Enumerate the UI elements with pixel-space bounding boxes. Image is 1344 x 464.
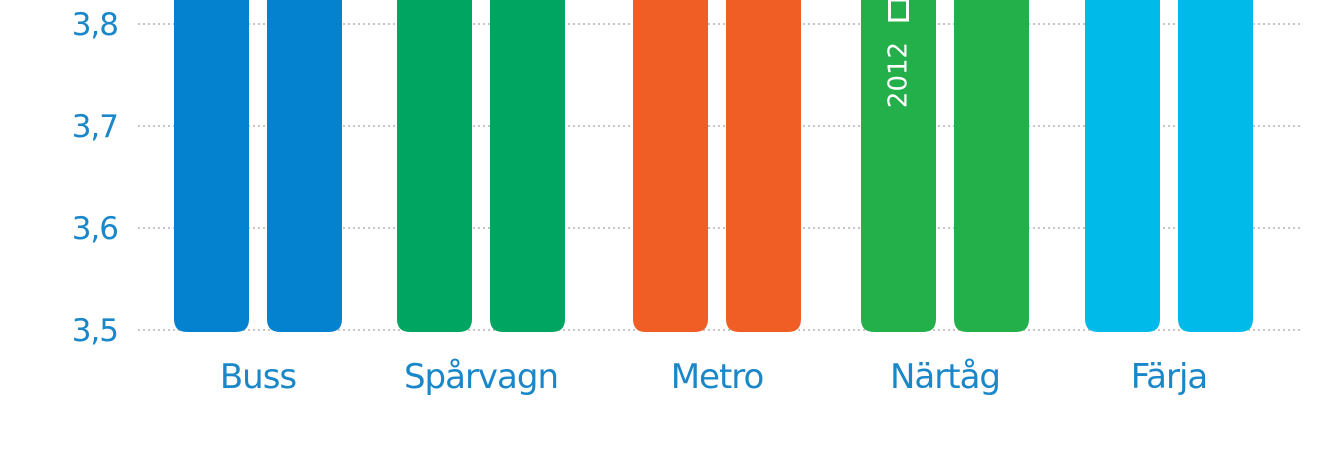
bar-färja-2 xyxy=(1178,0,1253,332)
y-tick-label: 3,7 xyxy=(72,109,118,145)
bar-annotation: 2012 xyxy=(884,42,914,108)
bar-spårvagn-1 xyxy=(397,0,472,332)
category-label: Spårvagn xyxy=(404,357,558,397)
y-tick-label: 3,5 xyxy=(72,313,118,349)
annotations: 2012 xyxy=(884,0,914,108)
bar-metro-2 xyxy=(726,0,801,332)
grid-lines xyxy=(138,23,1300,331)
category-label: Närtåg xyxy=(890,357,1000,397)
bar-buss-1 xyxy=(174,0,249,332)
category-label: Buss xyxy=(220,357,297,397)
bar-färja-1 xyxy=(1085,0,1160,332)
y-tick-label: 3,8 xyxy=(72,7,118,43)
category-label: Färja xyxy=(1131,357,1208,397)
bars xyxy=(174,0,1253,332)
category-labels: Buss Spårvagn Metro Närtåg Färja xyxy=(220,357,1208,397)
bar-spårvagn-2 xyxy=(490,0,565,332)
bar-närtåg-1 xyxy=(861,0,936,332)
bar-annotation-glyph xyxy=(888,0,909,22)
bar-närtåg-2 xyxy=(954,0,1029,332)
y-tick-label: 3,6 xyxy=(72,211,118,247)
category-label: Metro xyxy=(671,357,764,397)
bar-metro-1 xyxy=(633,0,708,332)
bar-buss-2 xyxy=(267,0,342,332)
y-axis-ticks: 3,5 3,6 3,7 3,8 xyxy=(72,7,119,349)
